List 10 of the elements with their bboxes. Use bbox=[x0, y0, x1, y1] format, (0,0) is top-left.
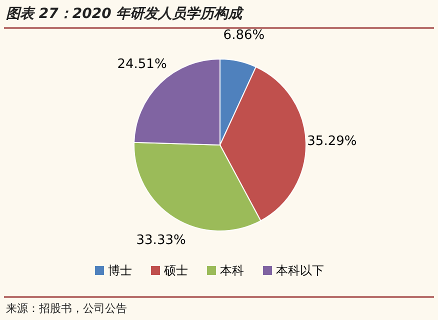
data-label: 6.86% bbox=[223, 28, 265, 44]
legend-label: 本科以下 bbox=[276, 263, 324, 278]
legend-label: 硕士 bbox=[163, 263, 188, 278]
legend-label: 博士 bbox=[108, 263, 132, 278]
source-note: 来源：招股书，公司公告 bbox=[6, 302, 127, 315]
data-label: 33.33% bbox=[136, 232, 186, 248]
chart-title: 图表 27：2020 年研发人员学历构成 bbox=[6, 6, 244, 22]
data-label: 35.29% bbox=[307, 134, 357, 150]
legend-label: 本科 bbox=[220, 263, 244, 278]
data-label: 24.51% bbox=[117, 57, 167, 72]
